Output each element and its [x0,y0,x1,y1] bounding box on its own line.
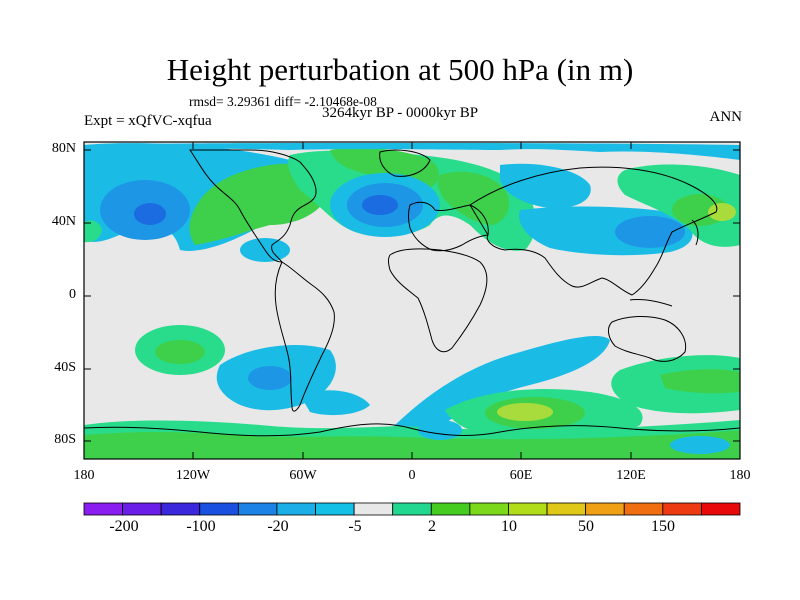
north-america-positive [189,163,330,245]
south-america-coast [274,261,335,412]
colorbar [83,502,741,516]
west-edge-positive [84,220,102,243]
period-label: 3264kyr BP - 0000kyr BP [322,105,479,121]
colorbar-swatch [122,502,162,516]
y-tick-40n: 40N [51,214,76,229]
colorbar-swatch [392,502,432,516]
ross-negative [670,436,730,454]
colorbar-label-2: -100 [186,518,216,535]
colorbar-label-6: 10 [501,518,517,535]
colorbar-swatch [430,502,471,516]
weddell-negative [418,420,462,440]
colorbar-swatch [546,502,587,516]
antarctic-positive-core [84,430,740,459]
x-tick-120e: 120E [616,468,646,483]
x-tick-60e: 60E [509,468,533,483]
australia-coast [607,316,687,362]
southern-ocean-center [497,403,553,421]
siberia-negative [500,163,591,209]
asia-coast [469,166,718,296]
europe-north-africa-coast [408,201,489,252]
japan-coast [691,219,699,246]
colorbar-swatch [315,502,355,516]
colorbar-swatch [623,502,664,516]
y-tick-80n: 80N [51,141,76,156]
colorbar-label-1: -200 [109,518,139,535]
x-tick-180e: 180 [729,468,751,483]
colorbar-swatch [662,502,702,516]
coastlines [84,149,740,437]
colorbar-swatch [585,502,625,516]
season-label: ANN [709,109,743,125]
south-america-core [248,366,292,390]
antarctica-coast [84,423,740,437]
north-atlantic-center [362,195,398,215]
colorbar-swatch [701,502,741,516]
colorbar-label-7: 50 [578,518,594,535]
north-pacific-center [134,203,166,225]
arctic-negative-band [84,143,740,160]
colorbar-swatch [276,502,316,516]
south-pacific-core [155,340,205,364]
north-america-coast [189,149,317,263]
colorbar-swatch [469,502,509,516]
colorbar-label-5: 2 [428,518,436,535]
south-indian-ocean-core [660,369,740,394]
south-atlantic-negative-band [390,335,610,445]
colorbar-label-8: 150 [651,518,675,535]
axis-ticks [84,142,740,459]
y-tick-40s: 40S [54,360,76,375]
rmsd-stats: rmsd= 3.29361 diff= -2.10468e-08 [189,94,377,109]
x-tick-120w: 120W [175,468,211,483]
north-asia-pacific-core [615,216,685,248]
plot-title: Height perturbation at 500 hPa (in m) [166,52,634,87]
north-pacific-east-center [708,203,736,221]
y-tick-80s: 80S [54,432,76,447]
map-field [84,142,740,459]
x-tick-60w: 60W [289,468,317,483]
colorbar-swatch [83,502,123,516]
experiment-label: Expt = xQfVC-xqfua [84,113,212,129]
colorbar-label-4: -5 [348,518,362,535]
x-tick-180w: 180 [73,468,95,483]
colorbar-swatch [353,502,394,516]
colorbar-swatch [160,502,201,516]
colorbar-swatch [199,502,239,516]
colorbar-swatch [508,502,548,516]
colorbar-swatch [237,502,278,516]
africa-coast [388,248,488,353]
y-tick-0: 0 [69,287,76,302]
indonesia-coast [629,299,673,307]
greenland-coast [379,149,431,177]
colorbar-label-3: -20 [267,518,289,535]
drake-passage-negative [300,390,370,416]
europe-positive-core [437,171,510,225]
x-tick-0: 0 [408,468,416,483]
